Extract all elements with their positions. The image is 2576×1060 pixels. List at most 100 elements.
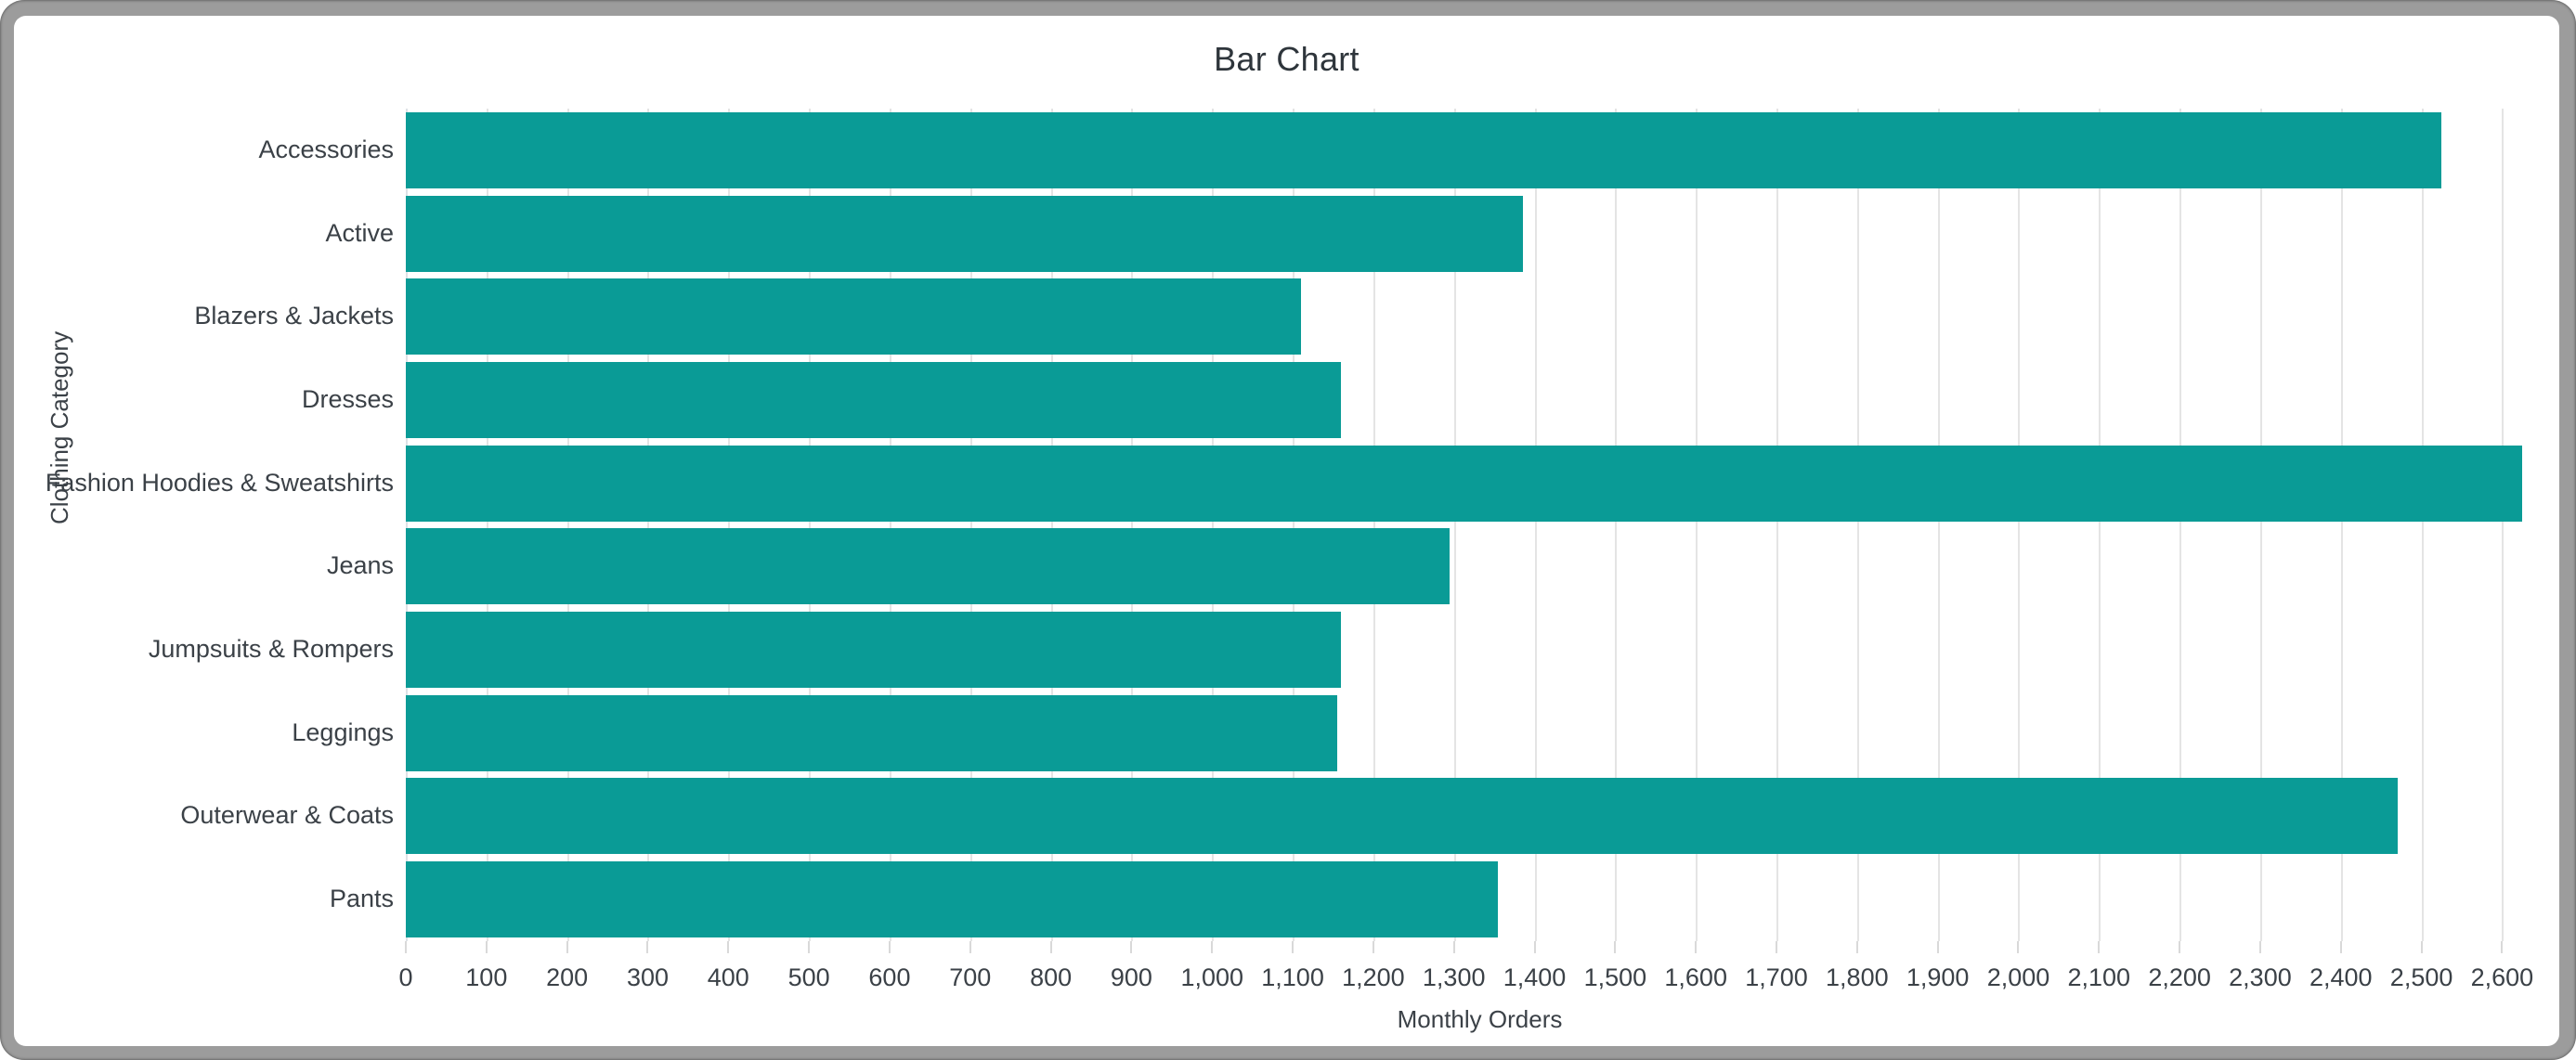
gridline [2502, 109, 2504, 941]
x-tick-label: 1,700 [1745, 963, 1808, 991]
bar-row [406, 275, 2554, 358]
x-tick-mark [2098, 941, 2101, 953]
x-tick-mark [2017, 941, 2020, 953]
y-tick-label: Jeans [326, 551, 394, 580]
x-tick-label: 300 [626, 963, 669, 991]
x-tick-mark [1614, 941, 1617, 953]
x-tick-mark [1533, 941, 1536, 953]
bar-dresses[interactable] [406, 361, 1342, 438]
y-tick-label: Blazers & Jackets [194, 302, 394, 330]
x-tick-label: 2,600 [2470, 963, 2534, 991]
gridline [2179, 109, 2182, 941]
bar-outerwear-coats[interactable] [406, 778, 2398, 855]
x-tick-label: 0 [398, 963, 413, 991]
gridline [969, 109, 972, 941]
x-tick-mark [1855, 941, 1858, 953]
x-tick-mark [485, 941, 488, 953]
x-tick-label: 500 [787, 963, 830, 991]
bar-jeans[interactable] [406, 528, 1451, 605]
x-tick-mark [2258, 941, 2261, 953]
gridline [486, 109, 488, 941]
chart-title: Bar Chart [1214, 40, 1360, 78]
x-tick-mark [2179, 941, 2181, 953]
bar-row [406, 442, 2554, 525]
bar-leggings[interactable] [406, 694, 1337, 771]
x-tick-label: 2,100 [2067, 963, 2131, 991]
gridline [728, 109, 731, 941]
plot-area [406, 109, 2554, 941]
y-tick-label: Outerwear & Coats [180, 801, 394, 830]
x-tick-mark [808, 941, 811, 953]
y-tick-label: Accessories [258, 135, 394, 163]
bar-pants[interactable] [406, 861, 1499, 938]
x-tick-label: 2,500 [2389, 963, 2453, 991]
x-tick-mark [1776, 941, 1777, 953]
x-tick-mark [2501, 941, 2504, 953]
y-tick-label: Active [325, 218, 394, 247]
x-tick-label: 1,200 [1342, 963, 1405, 991]
x-tick-mark [2339, 941, 2342, 953]
x-tick-mark [566, 941, 568, 953]
gridline [889, 109, 891, 941]
bar-blazers-jackets[interactable] [406, 278, 1301, 355]
gridline [1212, 109, 1215, 941]
x-tick-mark [646, 941, 649, 953]
y-tick-label: Jumpsuits & Rompers [148, 635, 394, 664]
chart-canvas: Bar Chart Clothing Category Accessories A… [14, 16, 2559, 1046]
bar-row [406, 608, 2554, 692]
x-tick-label: 2,000 [1986, 963, 2050, 991]
gridline [1856, 109, 1859, 941]
bar-accessories[interactable] [406, 111, 2442, 188]
gridline [647, 109, 650, 941]
x-axis-title: Monthly Orders [1397, 1005, 1563, 1033]
gridline [1373, 109, 1375, 941]
gridline [2018, 109, 2021, 941]
x-tick-label: 1,400 [1503, 963, 1567, 991]
gridline [1776, 109, 1778, 941]
x-tick-label: 1,300 [1422, 963, 1486, 991]
bar-row [406, 858, 2554, 941]
x-tick-label: 600 [868, 963, 911, 991]
gridline [2259, 109, 2262, 941]
x-tick-label: 1,100 [1261, 963, 1324, 991]
x-tick-mark [1049, 941, 1052, 953]
bar-row [406, 692, 2554, 775]
x-tick-label: 1,500 [1583, 963, 1647, 991]
x-tick-label: 900 [1110, 963, 1152, 991]
x-tick-label: 700 [949, 963, 992, 991]
gridline [1050, 109, 1053, 941]
x-tick-label: 1,800 [1826, 963, 1889, 991]
x-tick-mark [727, 941, 730, 953]
gridline [1293, 109, 1295, 941]
x-tick-mark [2420, 941, 2423, 953]
gridline [406, 109, 408, 941]
gridline [1937, 109, 1940, 941]
y-tick-label: Dresses [301, 384, 394, 413]
gridline [1534, 109, 1537, 941]
gridline [2099, 109, 2101, 941]
x-tick-mark [888, 941, 891, 953]
x-tick-label: 2,400 [2309, 963, 2373, 991]
bar-row [406, 775, 2554, 859]
x-tick-mark [405, 941, 407, 953]
x-tick-label: 400 [707, 963, 749, 991]
x-tick-label: 100 [465, 963, 508, 991]
x-tick-mark [1936, 941, 1939, 953]
gridline [2421, 109, 2424, 941]
x-tick-label: 1,600 [1664, 963, 1727, 991]
y-tick-label: Pants [329, 885, 394, 913]
y-tick-label: Fashion Hoodies & Sweatshirts [45, 468, 394, 497]
bar-row [406, 525, 2554, 609]
bar-row [406, 109, 2554, 192]
x-tick-mark [1695, 941, 1698, 953]
bar-fashion-hoodies-sweatshirts[interactable] [406, 445, 2523, 522]
x-tick-mark [1130, 941, 1133, 953]
gridline [1131, 109, 1134, 941]
x-tick-label: 1,000 [1180, 963, 1244, 991]
gridline [1696, 109, 1698, 941]
x-tick-label: 200 [546, 963, 589, 991]
bar-jumpsuits-rompers[interactable] [406, 612, 1342, 689]
x-tick-label: 2,300 [2229, 963, 2292, 991]
bar-active[interactable] [406, 195, 1523, 272]
